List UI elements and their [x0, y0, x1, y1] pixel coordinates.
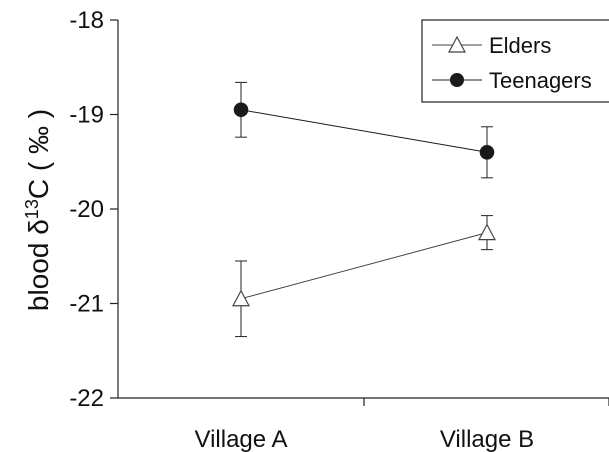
y-tick-label: -22 [69, 385, 104, 412]
x-tick-label: Village B [440, 426, 534, 452]
y-axis-title-suffix: C ( ‰ ) [23, 109, 54, 199]
series-layer [232, 81, 496, 338]
data-point [233, 102, 249, 118]
series-line [240, 109, 488, 153]
series-teenagers [233, 81, 495, 179]
series-line [240, 232, 488, 300]
data-point [479, 145, 495, 160]
legend-marker-teenagers [450, 73, 464, 87]
legend-box [421, 19, 609, 103]
x-tick-label: Village A [195, 426, 288, 452]
series-elders [232, 215, 496, 338]
y-tick-label: -19 [69, 102, 104, 129]
data-point [232, 289, 250, 307]
y-ticks: -18 -19 -20 -21 -22 [69, 7, 118, 412]
data-point [478, 223, 496, 241]
y-axis-title: blood δ13C ( ‰ ) [22, 109, 54, 311]
y-tick-label: -20 [69, 196, 104, 223]
legend: Elders Teenagers [421, 19, 609, 103]
y-tick-label: -18 [69, 7, 104, 34]
legend-label-teenagers: Teenagers [489, 68, 592, 93]
y-axis-title-prefix: blood δ [23, 219, 54, 311]
legend-label-elders: Elders [489, 33, 551, 58]
x-ticks: Village A Village B [195, 398, 609, 452]
y-tick-label: -21 [69, 291, 104, 318]
legend-marker-elders [448, 35, 466, 53]
y-axis-title-superscript: 13 [22, 199, 42, 219]
